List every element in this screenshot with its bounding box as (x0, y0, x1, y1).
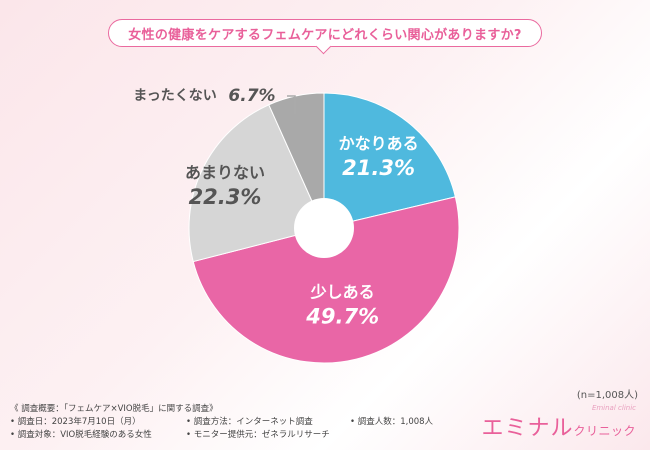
slice-value-かなりある: 21.3% (342, 156, 415, 180)
slice-label-かなりある: かなりある (339, 134, 419, 153)
survey-summary-title: 《 調査概要：「フェムケア×VIO脱毛」に関する調査》 (10, 404, 218, 414)
brand-name-small: クリニック (573, 424, 636, 438)
pie-slice-1 (323, 92, 456, 229)
leader-line (287, 95, 296, 114)
brand-name: エミナル (481, 416, 574, 441)
slice-value-少しある: 49.7% (305, 305, 379, 329)
slice-value-まったくない: 6.7% (228, 86, 275, 106)
survey-provider: モニター提供元：ゼネラルリサーチ (186, 429, 350, 442)
slice-label-あまりない: あまりない (185, 163, 265, 182)
sample-size-note: (n=1,008人) (576, 390, 638, 401)
survey-summary: 《 調査概要：「フェムケア×VIO脱毛」に関する調査》 調査日：2023年7月1… (10, 403, 480, 442)
brand-logo: Eminal clinic エミナルクリニック (481, 404, 636, 442)
pie-slice-2 (192, 196, 460, 364)
donut-hole (294, 198, 354, 258)
survey-date: 調査日：2023年7月10日（月） (10, 416, 186, 429)
brand-sub: Eminal clinic (591, 404, 636, 412)
slice-value-あまりない: 22.3% (189, 185, 262, 209)
slice-label-まったくない: まったくない (133, 88, 216, 104)
pie-slice-4 (268, 92, 325, 229)
slice-label-少しある: 少しある (310, 283, 375, 302)
question-text: 女性の健康をケアするフェムケアにどれくらい関心がありますか? (128, 27, 522, 43)
survey-method: 調査方法：インターネット調査 (186, 416, 350, 429)
pie-slice-3 (188, 104, 325, 263)
survey-count: 調査人数：1,008人 (350, 416, 480, 429)
survey-target: 調査対象：VIO脱毛経験のある女性 (10, 429, 186, 442)
